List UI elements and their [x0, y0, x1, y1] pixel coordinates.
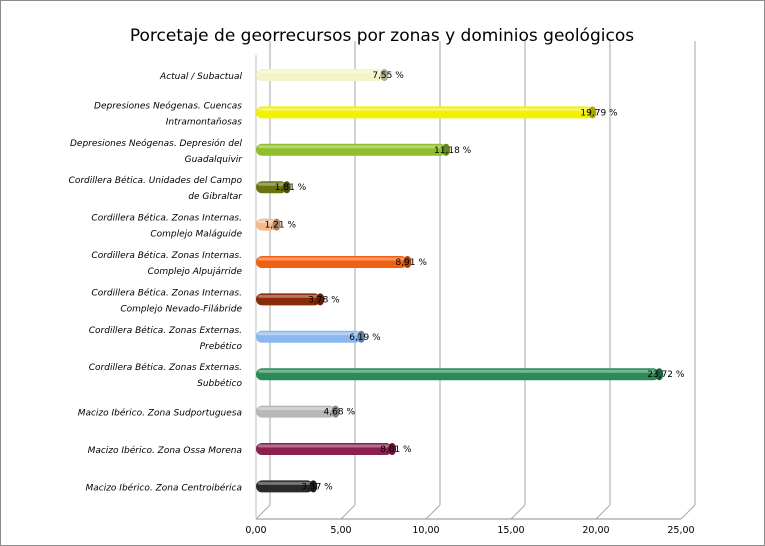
category-label-line: Cordillera Bética. Zonas Internas.: [91, 213, 242, 224]
category-label: Macizo Ibérico. Zona Ossa Morena: [88, 445, 242, 456]
category-label-line: Cordillera Bética. Zonas Internas.: [91, 287, 242, 298]
category-label: Cordillera Bética. Zonas Externas. Subbét…: [89, 362, 243, 389]
category-label-line: Cordillera Bética. Zonas Externas.: [89, 325, 242, 336]
category-label-line: Complejo Nevado-Filábride: [120, 304, 242, 314]
category-label-line: Cordillera Bética. Zonas Internas.: [91, 250, 242, 261]
data-label: 3,37 %: [301, 482, 333, 492]
x-tick-label: 0,00: [245, 525, 266, 536]
category-label-line: Subbético: [197, 378, 242, 389]
gridline-floor: [595, 504, 611, 520]
bar-highlight: [258, 145, 445, 149]
bar-highlight: [258, 407, 334, 411]
category-label: Cordillera Bética. Zonas Internas. Comple…: [91, 287, 242, 314]
data-label: 11,18 %: [434, 146, 472, 156]
category-label: Cordillera Bética. Zonas Externas. Prebét…: [89, 325, 243, 352]
bar-highlight: [258, 220, 275, 224]
bar-highlight: [258, 444, 391, 448]
bar-end: [403, 256, 412, 268]
data-label: 3,78 %: [308, 295, 340, 305]
data-label: 4,68 %: [324, 408, 356, 418]
data-label: 1,21 %: [265, 221, 297, 231]
category-label-line: Depresiones Neógenas. Depresión del: [70, 138, 242, 149]
category-label-line: Prebético: [200, 341, 243, 352]
bar-end: [309, 480, 318, 493]
bar-end: [588, 106, 597, 119]
bar-end: [380, 69, 389, 81]
category-label-line: Cordillera Bética. Unidades del Campo: [69, 175, 243, 186]
x-tick-label: 5,00: [330, 525, 351, 536]
category-label-line: Depresiones Neógenas. Cuencas: [94, 100, 242, 111]
category-label: Cordillera Bética. Zonas Internas. Comple…: [91, 213, 242, 240]
labels-layer: 0,00 5,00 10,00 15,00 20,00 25,00 7,55 % Actual…: [69, 71, 695, 536]
category-label-line: Complejo Alpujárride: [148, 267, 243, 277]
x-tick-label: 10,00: [412, 525, 439, 536]
bar-highlight: [258, 257, 406, 261]
category-label-line: de Gibraltar: [188, 192, 243, 202]
gridline-floor: [425, 504, 441, 520]
x-tick-label: 25,00: [667, 525, 694, 536]
bar-highlight: [258, 481, 312, 485]
bar-highlight: [258, 332, 360, 336]
bar-end: [388, 443, 397, 455]
data-label: 8,91 %: [395, 258, 427, 268]
category-label-line: Macizo Ibérico. Zona Ossa Morena: [88, 445, 242, 456]
bar-end: [357, 330, 366, 343]
bars-layer: [256, 69, 664, 493]
bar-end: [272, 218, 281, 231]
data-label: 23,72 %: [647, 370, 685, 380]
bar-end: [282, 181, 291, 194]
data-label: 7,55 %: [372, 71, 404, 81]
gridline-floor: [340, 504, 356, 520]
category-label-line: Intramontañosas: [166, 117, 243, 127]
category-label: Depresiones Neógenas. Depresión del Guada…: [70, 138, 243, 165]
bar-end: [442, 143, 451, 156]
category-label-line: Complejo Maláguide: [150, 230, 242, 240]
category-label-line: Macizo Ibérico. Zona Sudportuguesa: [78, 408, 242, 419]
bar-highlight: [258, 107, 591, 111]
bar-highlight: [258, 294, 319, 298]
x-tick-label: 15,00: [497, 525, 524, 536]
category-label-line: Cordillera Bética. Zonas Externas.: [89, 362, 242, 373]
bar-end: [655, 368, 664, 381]
gridline-floor: [680, 504, 696, 520]
category-label: Cordillera Bética. Zonas Internas. Comple…: [91, 250, 242, 277]
bar-end: [316, 293, 325, 306]
category-label-line: Macizo Ibérico. Zona Centroibérica: [85, 482, 242, 493]
category-label: Macizo Ibérico. Zona Sudportuguesa: [78, 408, 242, 419]
data-label: 19,79 %: [580, 108, 618, 118]
category-label: Depresiones Neógenas. Cuencas Intramontañ…: [94, 100, 242, 127]
bar-highlight: [258, 369, 658, 373]
chart-title: Porcetaje de georrecursos por zonas y do…: [130, 26, 634, 46]
data-label: 8,01 %: [380, 445, 412, 455]
bar-highlight: [258, 182, 285, 186]
category-label-line: Actual / Subactual: [159, 72, 242, 82]
bar-end: [331, 405, 340, 418]
category-label: Cordillera Bética. Unidades del Campo de …: [69, 175, 244, 202]
category-label-line: Guadalquivir: [185, 155, 244, 165]
data-label: 6,19 %: [349, 333, 381, 343]
gridline-floor: [255, 504, 271, 520]
bar-highlight: [258, 70, 383, 74]
x-tick-label: 20,00: [582, 525, 609, 536]
grid-layer: [255, 41, 696, 520]
gridline-floor: [510, 504, 526, 520]
category-label: Macizo Ibérico. Zona Centroibérica: [85, 482, 242, 493]
category-label: Actual / Subactual: [159, 72, 242, 82]
data-label: 1,81 %: [275, 183, 307, 193]
